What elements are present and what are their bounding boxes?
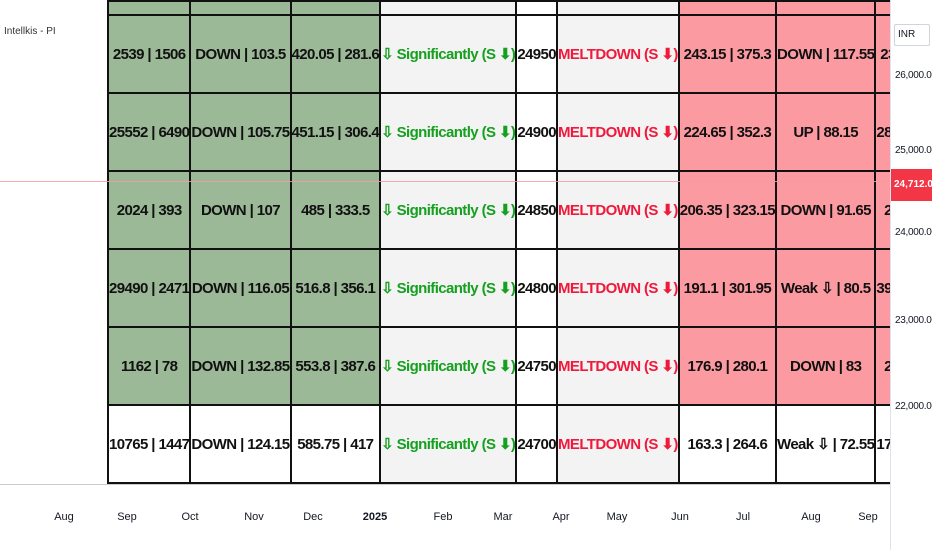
- table-cell: [289, 0, 382, 16]
- crosshair-horizontal-line: [0, 181, 890, 182]
- time-label: Dec: [303, 511, 323, 523]
- call-oi-cell: 1162 | 78: [106, 326, 192, 406]
- chart-pane[interactable]: Intellkis - PI 2539 | 1506 DOWN | 103.5 …: [0, 0, 932, 484]
- table-cell: [775, 0, 877, 16]
- call-oi-cell: 10765 | 1447: [106, 404, 192, 484]
- call-signal-cell: ⇩ Significantly (S ⬇): [379, 170, 518, 250]
- put-signal-cell: MELTDOWN (S ⬇): [556, 170, 680, 250]
- call-price-cell: 553.8 | 387.6: [289, 326, 382, 406]
- table-row: 2024 | 393 DOWN | 107 485 | 333.5 ⇩ Sign…: [106, 170, 932, 250]
- put-price-cell: 206.35 | 323.15: [677, 170, 778, 250]
- call-signal-cell: ⇩ Significantly (S ⬇): [379, 248, 518, 328]
- call-trend-cell: DOWN | 107: [189, 170, 292, 250]
- call-oi-cell: 25552 | 6490: [106, 92, 192, 172]
- call-signal-cell: ⇩ Significantly (S ⬇): [379, 14, 518, 94]
- call-signal-cell: ⇩ Significantly (S ⬇): [379, 326, 518, 406]
- price-tick: 22,000.00: [895, 401, 932, 412]
- call-price-cell: 420.05 | 281.6: [289, 14, 382, 94]
- table-cell: [556, 0, 680, 16]
- put-trend-cell: DOWN | 83: [775, 326, 877, 406]
- strike-cell: 24900: [515, 92, 559, 172]
- call-oi-cell: 29490 | 2471: [106, 248, 192, 328]
- put-trend-cell: DOWN | 91.65: [775, 170, 877, 250]
- current-price-label: 24,712.05: [891, 169, 932, 201]
- put-trend-cell: Weak ⇩ | 72.55: [775, 404, 877, 484]
- put-signal-cell: MELTDOWN (S ⬇): [556, 14, 680, 94]
- put-signal-cell: MELTDOWN (S ⬇): [556, 92, 680, 172]
- table-cell: [106, 0, 192, 16]
- put-price-cell: 224.65 | 352.3: [677, 92, 778, 172]
- call-trend-cell: DOWN | 124.15: [189, 404, 292, 484]
- put-price-cell: 243.15 | 375.3: [677, 14, 778, 94]
- put-signal-cell: MELTDOWN (S ⬇): [556, 326, 680, 406]
- time-label: Mar: [493, 511, 513, 523]
- time-label-year: 2025: [362, 511, 388, 523]
- put-trend-cell: DOWN | 117.55: [775, 14, 877, 94]
- price-tick: 23,000.00: [895, 315, 932, 326]
- price-tick: 26,000.00: [895, 70, 932, 81]
- currency-selector[interactable]: INR: [894, 24, 930, 46]
- option-chain-table: 2539 | 1506 DOWN | 103.5 420.05 | 281.6 …: [106, 0, 932, 484]
- call-trend-cell: DOWN | 103.5: [189, 14, 292, 94]
- strike-cell: 24800: [515, 248, 559, 328]
- table-row: 1162 | 78 DOWN | 132.85 553.8 | 387.6 ⇩ …: [106, 326, 932, 406]
- price-scale[interactable]: INR 26,000.00 25,000.00 24,000.00 23,000…: [890, 0, 932, 484]
- time-label: Jun: [671, 511, 689, 523]
- call-signal-cell: ⇩ Significantly (S ⬇): [379, 404, 518, 484]
- call-price-cell: 451.15 | 306.4: [289, 92, 382, 172]
- table-cell: [515, 0, 559, 16]
- price-tick: 24,000.00: [895, 227, 932, 238]
- call-price-cell: 585.75 | 417: [289, 404, 382, 484]
- call-price-cell: 516.8 | 356.1: [289, 248, 382, 328]
- time-label: Sep: [858, 511, 878, 523]
- time-label: Nov: [244, 511, 264, 523]
- table-cell: [677, 0, 778, 16]
- time-label: Aug: [54, 511, 74, 523]
- time-label: Feb: [433, 511, 453, 523]
- table-row: 2539 | 1506 DOWN | 103.5 420.05 | 281.6 …: [106, 14, 932, 94]
- strike-cell: 24750: [515, 326, 559, 406]
- axis-corner: [890, 484, 932, 550]
- put-signal-cell: MELTDOWN (S ⬇): [556, 248, 680, 328]
- call-signal-cell: ⇩ Significantly (S ⬇): [379, 92, 518, 172]
- time-label: Oct: [181, 511, 199, 523]
- table-row-partial: [106, 0, 932, 16]
- table-row: 29490 | 2471 DOWN | 116.05 516.8 | 356.1…: [106, 248, 932, 328]
- put-trend-cell: UP | 88.15: [775, 92, 877, 172]
- put-price-cell: 191.1 | 301.95: [677, 248, 778, 328]
- call-oi-cell: 2024 | 393: [106, 170, 192, 250]
- price-tick: 25,000.00: [895, 145, 932, 156]
- table-cell: [189, 0, 292, 16]
- call-price-cell: 485 | 333.5: [289, 170, 382, 250]
- call-oi-cell: 2539 | 1506: [106, 14, 192, 94]
- time-label: Jul: [735, 511, 751, 523]
- time-label: Apr: [552, 511, 570, 523]
- call-trend-cell: DOWN | 132.85: [189, 326, 292, 406]
- indicator-label[interactable]: Intellkis - PI: [4, 26, 56, 37]
- strike-cell: 24850: [515, 170, 559, 250]
- time-axis[interactable]: Aug Sep Oct Nov Dec 2025 Feb Mar Apr May…: [0, 484, 890, 550]
- time-label: Sep: [117, 511, 137, 523]
- call-trend-cell: DOWN | 116.05: [189, 248, 292, 328]
- strike-cell: 24950: [515, 14, 559, 94]
- put-signal-cell: MELTDOWN (S ⬇): [556, 404, 680, 484]
- put-price-cell: 176.9 | 280.1: [677, 326, 778, 406]
- strike-cell: 24700: [515, 404, 559, 484]
- table-cell: [379, 0, 518, 16]
- put-trend-cell: Weak ⇩ | 80.5: [775, 248, 877, 328]
- table-row: 10765 | 1447 DOWN | 124.15 585.75 | 417 …: [106, 404, 932, 484]
- put-price-cell: 163.3 | 264.6: [677, 404, 778, 484]
- time-label: Aug: [801, 511, 821, 523]
- call-trend-cell: DOWN | 105.75: [189, 92, 292, 172]
- table-row: 25552 | 6490 DOWN | 105.75 451.15 | 306.…: [106, 92, 932, 172]
- time-label: May: [606, 511, 628, 523]
